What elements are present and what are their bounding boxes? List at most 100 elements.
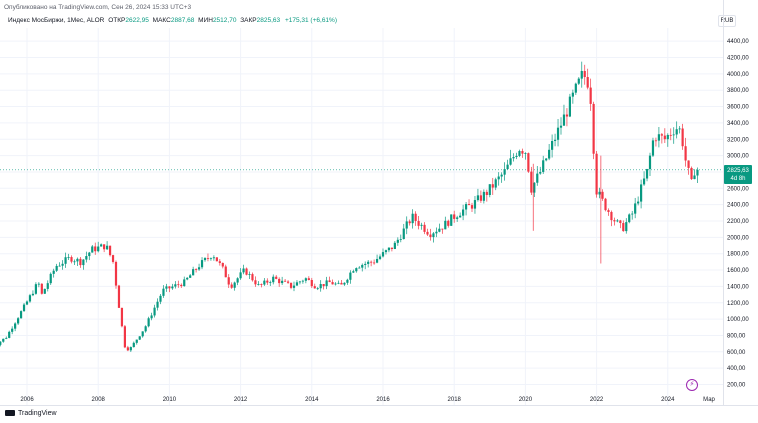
candle-body [82, 259, 85, 266]
candle-body [497, 176, 500, 180]
candle-body [346, 279, 349, 283]
candle-body [103, 244, 106, 250]
symbol-title[interactable]: Индекс МосБиржи, 1Мес, ALOR [8, 17, 105, 24]
candle-body [399, 239, 402, 240]
candle-body [521, 151, 524, 154]
candle-body [221, 262, 224, 267]
candle-body [408, 221, 411, 224]
candle-body [108, 245, 112, 256]
candle-body [79, 258, 82, 266]
y-tick-label: 4200,00 [727, 56, 749, 62]
candle-body [106, 245, 109, 250]
candle-body [559, 125, 563, 128]
candle-body [177, 284, 180, 286]
high-label: МАКС [152, 17, 171, 24]
candle-body [310, 279, 313, 287]
lightning-icon[interactable]: ⚡ [686, 379, 698, 391]
candle-body [156, 301, 159, 308]
y-tick-label: 2600,00 [727, 186, 749, 192]
candle-body [690, 167, 693, 180]
y-tick-label: 3400,00 [727, 121, 749, 127]
candle-body [453, 214, 456, 219]
change-value: +175,31 (+6,61%) [284, 17, 337, 24]
currency-button[interactable]: RUB [718, 15, 736, 27]
candle-body [91, 246, 94, 253]
candle-body [571, 92, 574, 97]
candle-body [666, 134, 669, 140]
candle-body [55, 265, 58, 271]
candle-body [384, 250, 388, 253]
candle-body [648, 155, 652, 170]
candle-body [224, 266, 227, 278]
bar-countdown: 4d 8h [730, 176, 746, 182]
candle-body [696, 169, 699, 176]
brand-text: TradingView [18, 410, 57, 417]
candle-body [438, 228, 441, 232]
candle-body [212, 257, 215, 259]
x-tick-label-mar: Мар [703, 397, 715, 403]
candle-body [518, 151, 521, 156]
candle-body [586, 77, 589, 88]
candle-body [67, 257, 70, 258]
candle-body [414, 213, 417, 221]
y-tick-label: 2200,00 [727, 219, 749, 225]
candle-body [663, 135, 666, 140]
candle-body [22, 304, 26, 312]
candle-body [619, 220, 622, 224]
candle-body [390, 247, 393, 250]
candle-body [275, 276, 278, 279]
candle-body [387, 247, 391, 251]
candle-body [604, 198, 607, 211]
candle-body [622, 223, 625, 232]
candle-body [85, 256, 88, 260]
candle-body [411, 213, 414, 224]
x-tick-label: 2020 [519, 397, 533, 403]
candle-body [337, 282, 340, 284]
candle-body [592, 103, 595, 154]
candle-body [73, 261, 76, 263]
candle-body [542, 160, 545, 172]
candle-body [601, 191, 604, 199]
candle-body [43, 288, 46, 294]
candle-body [378, 256, 382, 259]
x-tick-label: 2012 [234, 397, 248, 403]
candle-body [278, 278, 281, 284]
candle-body [197, 267, 201, 270]
candle-body [654, 140, 658, 142]
candle-body [396, 239, 399, 243]
candle-body [464, 204, 468, 210]
published-note: Опубликовано на TradingView.com, Сен 26,… [4, 4, 192, 11]
candle-body [114, 261, 118, 286]
candle-body [316, 288, 319, 290]
candle-body [565, 114, 569, 117]
candle-body [577, 78, 580, 84]
candle-body [441, 228, 444, 230]
candle-body [159, 295, 162, 302]
time-axis-border [0, 405, 758, 406]
candle-body [11, 328, 14, 332]
x-tick-label: 2018 [448, 397, 462, 403]
candle-body [657, 134, 660, 141]
price-axis-border [723, 0, 724, 405]
candle-body [530, 171, 533, 193]
candle-body [94, 246, 97, 252]
candle-body [393, 242, 396, 250]
candle-body [64, 257, 67, 264]
candle-body [545, 158, 548, 161]
candle-body [625, 222, 628, 232]
candle-body [340, 282, 343, 285]
x-tick-label: 2010 [163, 397, 177, 403]
candle-body [8, 331, 11, 338]
candle-body [651, 140, 655, 156]
candle-body [479, 195, 482, 201]
candle-body [88, 252, 91, 257]
candle-body [589, 87, 592, 104]
candle-body [147, 318, 150, 327]
candle-body [218, 261, 221, 263]
candle-body [120, 307, 124, 327]
candle-body [100, 244, 103, 247]
y-tick-label: 1200,00 [727, 301, 749, 307]
candle-body [684, 146, 687, 161]
candle-body [551, 141, 554, 150]
